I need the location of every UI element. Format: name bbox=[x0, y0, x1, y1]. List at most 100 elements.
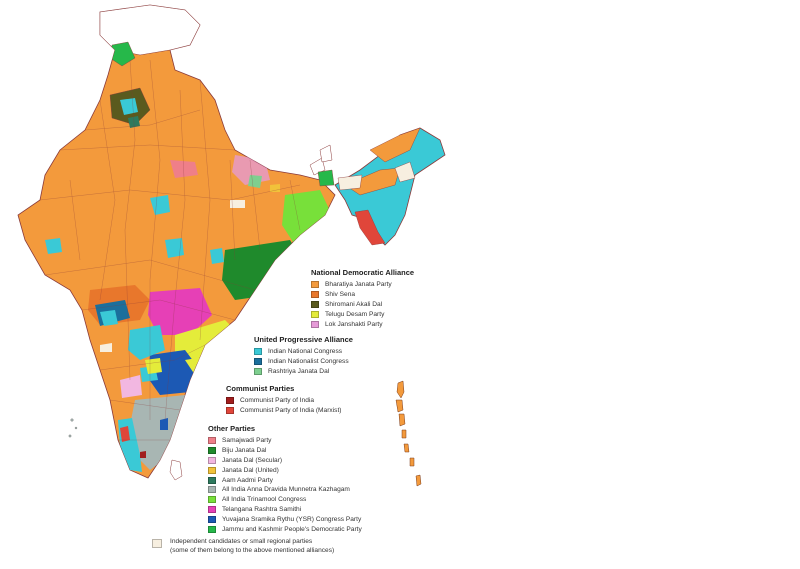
legend-upa-title: United Progressive Alliance bbox=[254, 335, 353, 344]
region-gujarat-inc bbox=[45, 238, 62, 254]
legend-label: Yuvajana Sramika Rythu (YSR) Congress Pa… bbox=[222, 515, 362, 523]
legend-swatch bbox=[208, 486, 216, 494]
legend-label: Jammu and Kashmir People's Democratic Pa… bbox=[222, 525, 362, 533]
legend-swatch bbox=[208, 447, 216, 455]
region-bengal-ne-link bbox=[319, 144, 333, 163]
region-maharashtra-inc bbox=[100, 310, 118, 326]
region-central-inc bbox=[150, 195, 170, 215]
legend-swatch bbox=[208, 456, 216, 464]
legend-item-other-9: Jammu and Kashmir People's Democratic Pa… bbox=[208, 524, 362, 534]
legend-item-nda-0: Bharatiya Janata Party bbox=[311, 280, 414, 290]
region-ne-independent2 bbox=[394, 161, 416, 183]
legend-label: Indian Nationalist Congress bbox=[268, 358, 349, 366]
legend-swatch bbox=[208, 515, 216, 523]
legend-independent-line1: Independent candidates or small regional… bbox=[170, 538, 313, 545]
legend-label: Rashtriya Janata Dal bbox=[268, 367, 330, 375]
region-telangana-trs bbox=[148, 288, 212, 335]
legend-item-other-7: Telangana Rashtra Samithi bbox=[208, 505, 362, 515]
region-punjab-inc bbox=[120, 98, 138, 115]
legend-swatch bbox=[208, 525, 216, 533]
legend-item-nda-3: Telugu Desam Party bbox=[311, 309, 414, 319]
legend-label: All India Anna Dravida Munnetra Kazhagam bbox=[222, 486, 350, 494]
legend-item-other-4: Aam Aadmi Party bbox=[208, 475, 362, 485]
region-tripura-cpim bbox=[354, 209, 386, 246]
legend-label: Samajwadi Party bbox=[222, 437, 272, 445]
lakshadweep-islands bbox=[68, 418, 78, 438]
legend-label: All India Trinamool Congress bbox=[222, 496, 307, 504]
north-east-india bbox=[334, 127, 446, 246]
region-independent-2 bbox=[100, 343, 112, 352]
legend-label: Aam Aadmi Party bbox=[222, 476, 273, 484]
legend-item-communist-0: Communist Party of India bbox=[226, 396, 342, 406]
region-cpi bbox=[140, 451, 146, 458]
legend-item-upa-0: Indian National Congress bbox=[254, 347, 353, 357]
legend-label: Biju Janata Dal bbox=[222, 447, 267, 455]
legend-label: Janata Dal (United) bbox=[222, 466, 279, 474]
region-jdu bbox=[270, 184, 280, 192]
legend-label: Communist Party of India (Marxist) bbox=[240, 407, 342, 415]
region-ne-green bbox=[317, 169, 335, 187]
region-ne-independent bbox=[337, 174, 363, 191]
legend-label: Janata Dal (Secular) bbox=[222, 456, 283, 464]
legend-label: Telugu Desam Party bbox=[325, 310, 385, 318]
region-karnataka-inc bbox=[128, 325, 165, 360]
legend-other-title: Other Parties bbox=[208, 424, 256, 433]
legend-item-other-1: Biju Janata Dal bbox=[208, 446, 362, 456]
region-sikkim bbox=[309, 157, 326, 176]
legend-item-upa-1: Indian Nationalist Congress bbox=[254, 357, 353, 367]
legend-item-nda-2: Shiromani Akali Dal bbox=[311, 300, 414, 310]
region-karnataka-jds bbox=[120, 375, 142, 398]
legend-item-upa-2: Rashtriya Janata Dal bbox=[254, 367, 353, 377]
legend-item-communist-1: Communist Party of India (Marxist) bbox=[226, 406, 342, 416]
region-up-sp bbox=[170, 160, 198, 178]
legend-item-other-3: Janata Dal (United) bbox=[208, 465, 362, 475]
legend-swatch bbox=[208, 437, 216, 445]
legend-communist: Communist Parties Communist Party of Ind… bbox=[226, 384, 342, 416]
legend-upa: United Progressive Alliance Indian Natio… bbox=[254, 335, 353, 376]
legend-label: Lok Janshakti Party bbox=[325, 320, 383, 328]
legend-swatch bbox=[208, 476, 216, 484]
legend-swatch bbox=[208, 505, 216, 513]
legend-other: Other Parties Samajwadi Party Biju Janata… bbox=[208, 424, 362, 534]
legend-swatch bbox=[208, 466, 216, 474]
legend-independent: Independent candidates or small regional… bbox=[152, 538, 334, 555]
legend-item-other-6: All India Trinamool Congress bbox=[208, 495, 362, 505]
region-arunachal-bjp bbox=[369, 127, 421, 163]
region-mp-inc bbox=[165, 238, 184, 258]
legend-independent-swatch bbox=[152, 539, 162, 548]
region-mh-inc bbox=[210, 248, 224, 264]
legend-swatch bbox=[254, 358, 262, 366]
region-bihar-rjd bbox=[248, 175, 262, 188]
legend-swatch bbox=[311, 300, 319, 308]
region-kerala-cpim bbox=[120, 426, 130, 442]
legend-swatch bbox=[311, 281, 319, 289]
region-karnataka-yellow bbox=[145, 358, 162, 374]
legend-swatch bbox=[226, 407, 234, 415]
legend-swatch bbox=[254, 348, 262, 356]
legend-label: Telangana Rashtra Samithi bbox=[222, 505, 302, 513]
legend-independent-line2: (some of them belong to the above mentio… bbox=[170, 546, 335, 554]
legend-communist-title: Communist Parties bbox=[226, 384, 295, 393]
legend-item-nda-4: Lok Janshakti Party bbox=[311, 319, 414, 329]
legend-item-other-0: Samajwadi Party bbox=[208, 436, 362, 446]
legend-item-nda-1: Shiv Sena bbox=[311, 290, 414, 300]
legend-swatch bbox=[311, 291, 319, 299]
legend-label: Indian National Congress bbox=[268, 348, 343, 356]
legend-nda-title: National Democratic Alliance bbox=[311, 268, 415, 277]
legend-label: Bharatiya Janata Party bbox=[325, 281, 392, 289]
andaman-nicobar-islands bbox=[395, 380, 422, 487]
legend-item-other-2: Janata Dal (Secular) bbox=[208, 456, 362, 466]
legend-swatch bbox=[311, 320, 319, 328]
region-tn-ysr bbox=[160, 418, 168, 430]
district-boundaries bbox=[39, 59, 301, 441]
legend-swatch bbox=[311, 310, 319, 318]
legend-item-other-8: Yuvajana Sramika Rythu (YSR) Congress Pa… bbox=[208, 514, 362, 524]
legend-item-other-5: All India Anna Dravida Munnetra Kazhagam bbox=[208, 485, 362, 495]
legend-swatch bbox=[254, 367, 262, 375]
legend-label: Shiv Sena bbox=[325, 291, 356, 299]
legend-swatch bbox=[208, 496, 216, 504]
legend-label: Shiromani Akali Dal bbox=[325, 300, 383, 308]
legend-label: Communist Party of India bbox=[240, 397, 315, 405]
legend-nda: National Democratic Alliance Bharatiya J… bbox=[311, 268, 414, 329]
